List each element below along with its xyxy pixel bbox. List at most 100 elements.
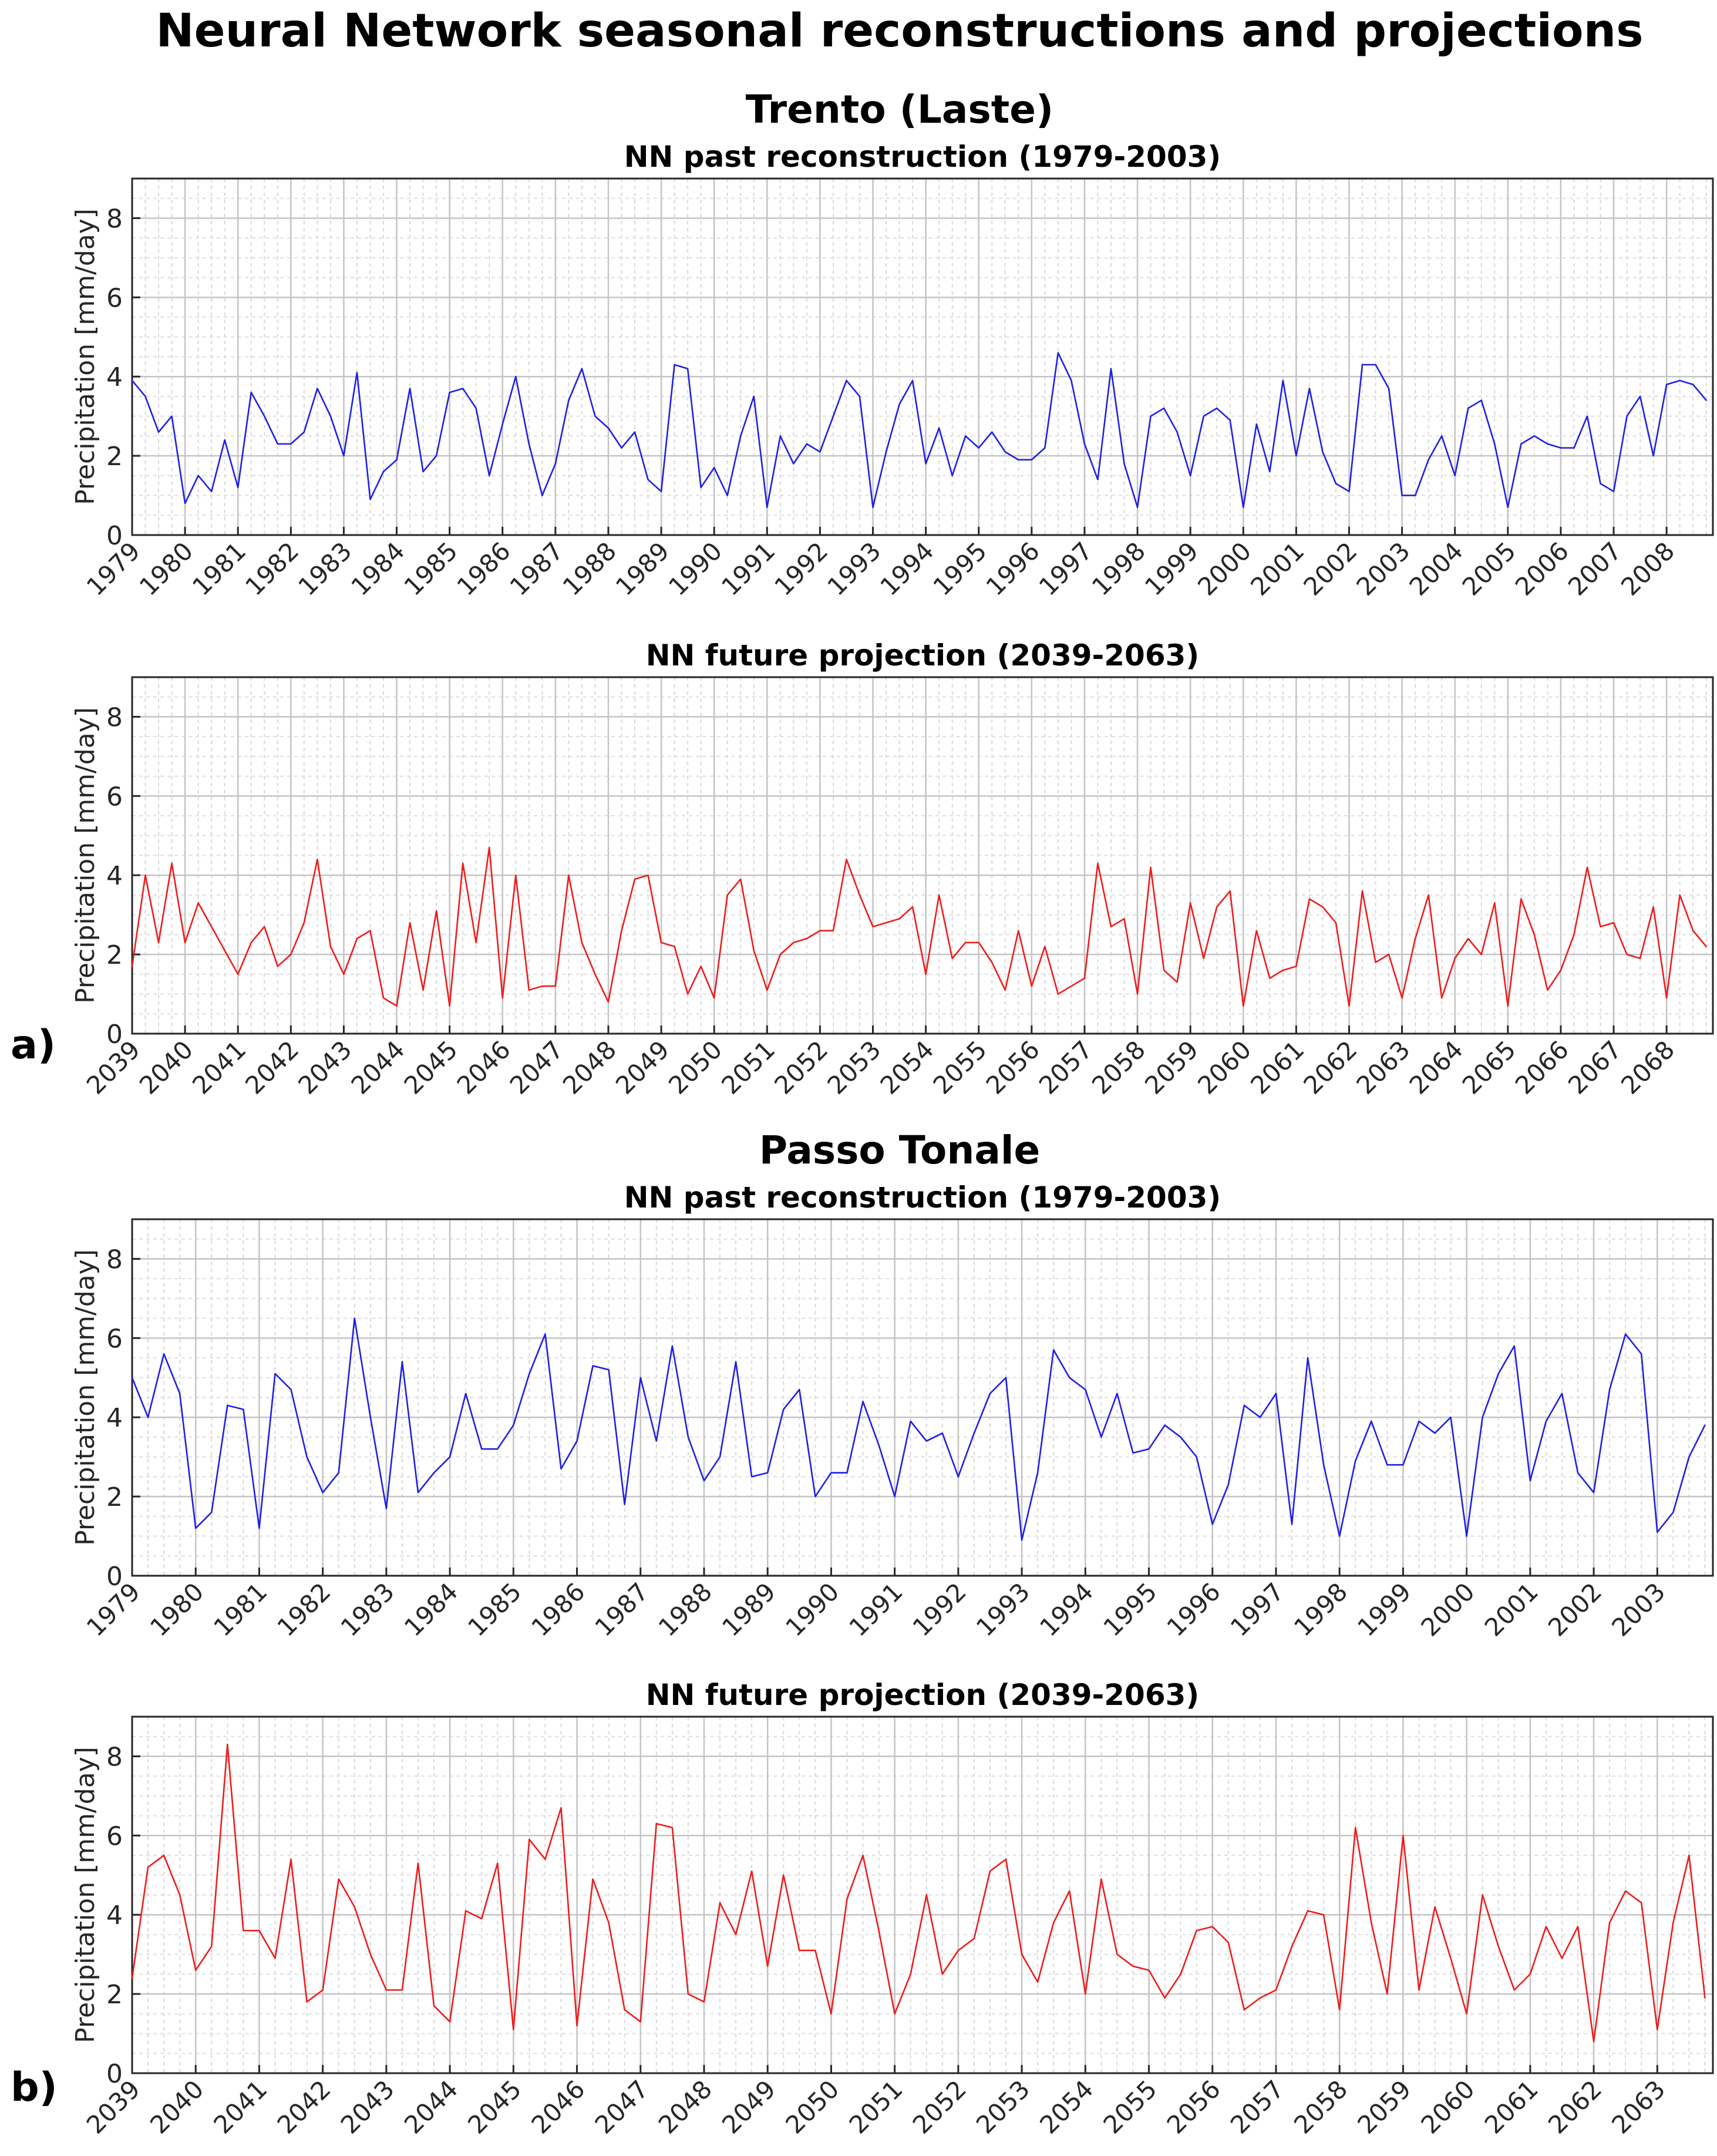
data-point xyxy=(686,993,689,995)
data-point xyxy=(832,930,834,931)
data-point xyxy=(819,930,821,931)
data-point xyxy=(1255,930,1258,931)
y-tick-label: 4 xyxy=(106,1403,123,1433)
data-point xyxy=(1586,415,1588,417)
data-point xyxy=(1085,1993,1086,1995)
data-point xyxy=(1361,364,1364,366)
data-point xyxy=(1005,1377,1007,1378)
data-point xyxy=(290,1388,292,1391)
x-tick-label: 2044 xyxy=(345,1035,410,1099)
data-point xyxy=(385,1989,388,1991)
data-point xyxy=(634,878,636,880)
data-point xyxy=(1624,1333,1627,1335)
data-point xyxy=(1243,506,1244,508)
data-point xyxy=(1371,1922,1372,1923)
data-point xyxy=(303,921,305,924)
data-point xyxy=(1021,1953,1023,1955)
x-tick-label: 1985 xyxy=(398,536,463,601)
x-tick-label: 1996 xyxy=(981,536,1045,601)
data-point xyxy=(338,1878,339,1880)
x-tick-label: 2055 xyxy=(1097,2074,1162,2139)
data-point xyxy=(991,431,993,433)
data-point xyxy=(317,388,318,389)
data-point xyxy=(925,973,927,976)
data-point xyxy=(799,1388,800,1391)
data-point xyxy=(147,1417,149,1418)
grid xyxy=(131,677,1713,1035)
data-point xyxy=(814,1949,816,1952)
data-point xyxy=(1004,451,1006,453)
data-point xyxy=(793,463,794,465)
x-tick-label: 1988 xyxy=(653,1577,718,1642)
data-point xyxy=(1180,1973,1181,1975)
x-tick-label: 2051 xyxy=(716,1035,780,1099)
data-point xyxy=(1434,1906,1436,1908)
data-point xyxy=(1454,957,1456,960)
data-point xyxy=(1704,1997,1706,1999)
data-point xyxy=(144,395,146,398)
data-point xyxy=(1665,384,1668,385)
data-point xyxy=(925,1894,927,1896)
data-point xyxy=(528,443,530,445)
data-point xyxy=(481,1918,483,1920)
data-point xyxy=(700,966,702,967)
x-tick-label: 1994 xyxy=(874,536,939,601)
data-point xyxy=(819,451,821,453)
data-point xyxy=(607,1001,610,1003)
x-tick-label: 2049 xyxy=(610,1035,675,1099)
data-point xyxy=(250,941,252,944)
data-point xyxy=(973,1938,975,1939)
data-point xyxy=(1657,1531,1658,1533)
data-point xyxy=(1577,1472,1579,1474)
data-point xyxy=(1275,1989,1277,1991)
data-point xyxy=(1418,1989,1420,1991)
data-point xyxy=(735,1361,737,1363)
data-point xyxy=(806,937,808,940)
section-title-passo-tonale: Passo Tonale xyxy=(759,1128,1041,1173)
data-point xyxy=(1203,415,1204,417)
data-point xyxy=(401,1989,403,1991)
x-tick-label: 2043 xyxy=(335,2074,400,2139)
data-point xyxy=(1434,1432,1436,1434)
data-point xyxy=(859,395,861,398)
data-point xyxy=(475,407,477,409)
x-tick-label: 2052 xyxy=(907,2074,972,2139)
data-point xyxy=(793,941,794,944)
data-point xyxy=(783,1408,785,1410)
data-point xyxy=(1070,985,1072,987)
data-point xyxy=(671,1827,674,1829)
data-point xyxy=(1529,1479,1531,1482)
x-tick-label: 2054 xyxy=(1034,2074,1099,2139)
x-tick-label: 2066 xyxy=(1510,1035,1574,1099)
data-point xyxy=(163,1353,165,1355)
y-tick-label: 8 xyxy=(106,702,123,732)
data-point xyxy=(382,997,385,999)
y-axis-label: Precipitation [mm/day] xyxy=(70,1249,100,1546)
data-point xyxy=(224,439,225,441)
x-tick-label: 2043 xyxy=(292,1035,357,1099)
data-point xyxy=(1275,1393,1277,1394)
data-point xyxy=(1123,918,1125,920)
x-tick-label: 2000 xyxy=(1415,1577,1480,1642)
data-point xyxy=(750,1476,753,1478)
data-point xyxy=(1440,435,1443,437)
data-point xyxy=(581,941,583,944)
data-point xyxy=(258,1930,260,1932)
data-point xyxy=(753,950,755,951)
data-point xyxy=(1560,969,1562,971)
data-point xyxy=(1450,1957,1452,1959)
x-tick-label: 2047 xyxy=(504,1035,569,1099)
x-tick-label: 2050 xyxy=(663,1035,728,1099)
data-point xyxy=(1021,1539,1023,1541)
data-point xyxy=(799,1949,800,1952)
data-point xyxy=(753,395,755,398)
data-point xyxy=(1672,1922,1674,1923)
x-tick-label: 1990 xyxy=(780,1577,844,1642)
data-point xyxy=(417,1862,419,1864)
data-point xyxy=(396,459,398,461)
data-point xyxy=(671,1345,674,1347)
data-point xyxy=(1227,1942,1230,1943)
x-tick-label: 2006 xyxy=(1510,536,1574,601)
data-point xyxy=(1705,946,1707,947)
data-point xyxy=(1545,1420,1547,1422)
